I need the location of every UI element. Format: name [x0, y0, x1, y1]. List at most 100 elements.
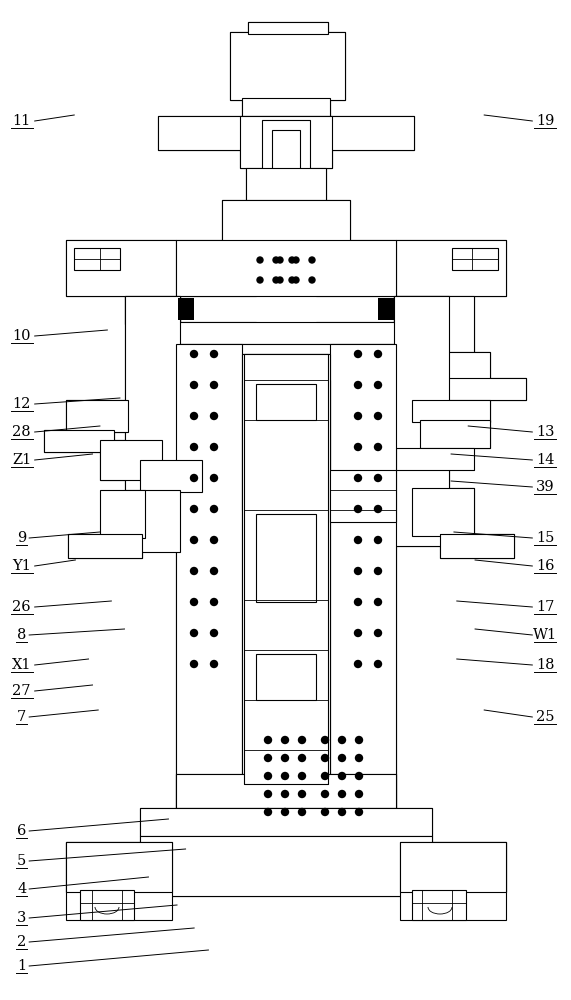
Bar [246, 168, 326, 200]
Bar [242, 98, 277, 116]
Circle shape [191, 598, 198, 605]
Circle shape [356, 808, 363, 816]
Text: 25: 25 [536, 710, 554, 724]
Circle shape [191, 381, 198, 388]
Circle shape [355, 630, 361, 637]
Bar [44, 430, 114, 452]
Bar [176, 240, 396, 296]
Bar [140, 808, 180, 836]
Bar [332, 808, 396, 836]
Bar [222, 200, 350, 242]
Text: Z1: Z1 [12, 453, 31, 467]
Circle shape [355, 506, 361, 512]
Bar [140, 808, 432, 836]
Text: 2: 2 [17, 935, 26, 949]
Circle shape [191, 660, 198, 668]
Bar [74, 248, 120, 270]
Bar [400, 842, 506, 892]
Bar [100, 440, 162, 480]
Bar [438, 378, 526, 400]
Circle shape [257, 277, 263, 283]
Text: 17: 17 [536, 600, 554, 614]
Bar [396, 296, 474, 352]
Text: 8: 8 [17, 628, 26, 642]
Text: 10: 10 [13, 329, 31, 343]
Bar [140, 836, 432, 896]
Bar [176, 344, 242, 774]
Circle shape [289, 277, 295, 283]
Bar [240, 116, 284, 168]
Bar [452, 248, 498, 270]
Circle shape [211, 630, 218, 637]
Circle shape [339, 808, 345, 816]
Bar [246, 168, 284, 200]
Bar [242, 354, 330, 774]
Circle shape [375, 412, 381, 420]
Bar [394, 296, 449, 546]
Circle shape [299, 736, 305, 744]
Circle shape [339, 754, 345, 762]
Text: 28: 28 [13, 425, 31, 439]
Bar [125, 296, 180, 546]
Bar [306, 380, 330, 510]
Circle shape [293, 277, 299, 283]
Bar [176, 808, 240, 836]
Text: 16: 16 [536, 559, 554, 573]
Bar [44, 430, 114, 452]
Text: 27: 27 [13, 684, 31, 698]
Bar [396, 240, 506, 296]
Bar [140, 352, 202, 382]
Circle shape [321, 754, 328, 762]
Circle shape [375, 630, 381, 637]
Circle shape [264, 790, 271, 798]
Bar [400, 842, 506, 920]
Bar [295, 98, 330, 116]
Text: 13: 13 [536, 425, 554, 439]
Circle shape [299, 808, 305, 816]
Circle shape [191, 506, 198, 512]
Bar [80, 890, 134, 920]
Bar [176, 322, 256, 344]
Circle shape [282, 754, 288, 762]
Bar [176, 774, 216, 808]
Bar [440, 534, 514, 558]
Circle shape [277, 257, 283, 263]
Bar [396, 240, 506, 296]
Circle shape [355, 412, 361, 420]
Circle shape [375, 444, 381, 450]
Circle shape [375, 381, 381, 388]
Circle shape [211, 412, 218, 420]
Bar [256, 514, 316, 602]
Bar [288, 116, 332, 168]
Circle shape [282, 772, 288, 780]
Bar [176, 808, 396, 836]
Bar [316, 322, 396, 344]
Bar [262, 120, 310, 195]
Bar [256, 654, 316, 700]
Bar [66, 842, 172, 892]
Circle shape [355, 351, 361, 358]
Circle shape [356, 736, 363, 744]
Bar [378, 298, 394, 320]
Bar [66, 240, 176, 296]
Bar [66, 842, 172, 920]
Circle shape [264, 736, 271, 744]
Circle shape [321, 808, 328, 816]
Text: 12: 12 [13, 397, 31, 411]
Circle shape [289, 257, 295, 263]
Circle shape [211, 536, 218, 544]
Text: 7: 7 [17, 710, 26, 724]
Circle shape [191, 568, 198, 574]
Circle shape [273, 257, 279, 263]
Bar [272, 130, 300, 182]
Bar [140, 460, 202, 492]
Bar [394, 296, 449, 324]
Bar [240, 116, 332, 168]
Text: 4: 4 [17, 882, 26, 896]
Text: 5: 5 [17, 854, 26, 868]
Bar [66, 400, 128, 432]
Bar [100, 440, 162, 480]
Circle shape [211, 598, 218, 605]
Bar [176, 344, 242, 774]
Text: 26: 26 [13, 600, 31, 614]
